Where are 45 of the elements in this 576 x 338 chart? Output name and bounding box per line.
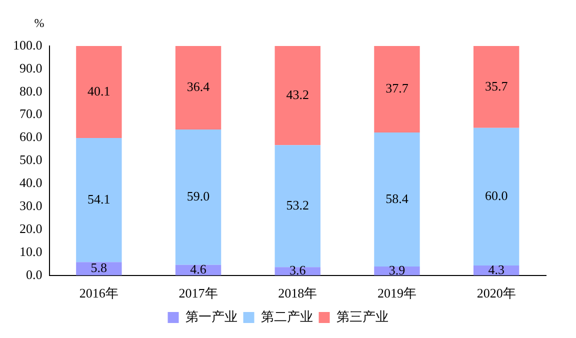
data-label: 3.9 <box>388 262 406 278</box>
legend-label: 第三产业 <box>336 308 388 324</box>
y-tick-label: 40.0 <box>20 175 42 190</box>
bar <box>76 46 122 138</box>
y-tick-label: 70.0 <box>20 106 42 122</box>
y-tick-label: 20.0 <box>20 220 42 236</box>
x-tick-label: 2018年 <box>278 286 318 301</box>
data-label: 53.2 <box>286 198 309 213</box>
legend-label: 第一产业 <box>185 308 238 324</box>
x-tick-label: 2020年 <box>476 286 516 301</box>
data-label: 58.4 <box>386 190 409 206</box>
legend-label: 第二产业 <box>260 308 313 324</box>
bar <box>374 132 420 266</box>
data-label: 4.6 <box>190 262 207 277</box>
data-label: 43.2 <box>286 86 309 102</box>
data-label: 3.6 <box>290 262 306 278</box>
y-tick-label: 100.0 <box>13 37 42 52</box>
bar <box>76 138 122 262</box>
data-label: 60.0 <box>484 188 508 204</box>
y-tick-label: 50.0 <box>20 152 42 168</box>
data-label: 59.0 <box>186 188 210 204</box>
y-tick-label: 30.0 <box>20 198 42 213</box>
bar <box>374 46 420 132</box>
data-label: 36.4 <box>186 79 210 94</box>
bar <box>175 130 222 265</box>
x-tick-label: 2019年 <box>377 286 416 301</box>
y-tick-label: 80.0 <box>20 83 42 98</box>
data-label: 5.8 <box>90 260 108 276</box>
y-tick-label: 0.0 <box>26 266 42 282</box>
data-label: 35.7 <box>484 78 508 94</box>
x-tick-label: 2017年 <box>178 286 218 301</box>
y-tick-label: 10.0 <box>20 244 42 259</box>
bar <box>473 46 520 128</box>
y-axis-title: % <box>34 16 44 30</box>
y-tick-label: 90.0 <box>20 60 42 76</box>
bar <box>175 46 222 130</box>
data-label: 40.1 <box>88 83 110 98</box>
x-tick-label: 2016年 <box>79 286 118 301</box>
y-tick-label: 60.0 <box>20 129 42 144</box>
bar <box>274 46 320 146</box>
data-label: 4.3 <box>488 262 504 277</box>
data-label: 54.1 <box>88 191 110 206</box>
bar <box>274 145 320 268</box>
data-label: 37.7 <box>386 80 409 96</box>
bar <box>473 128 520 266</box>
